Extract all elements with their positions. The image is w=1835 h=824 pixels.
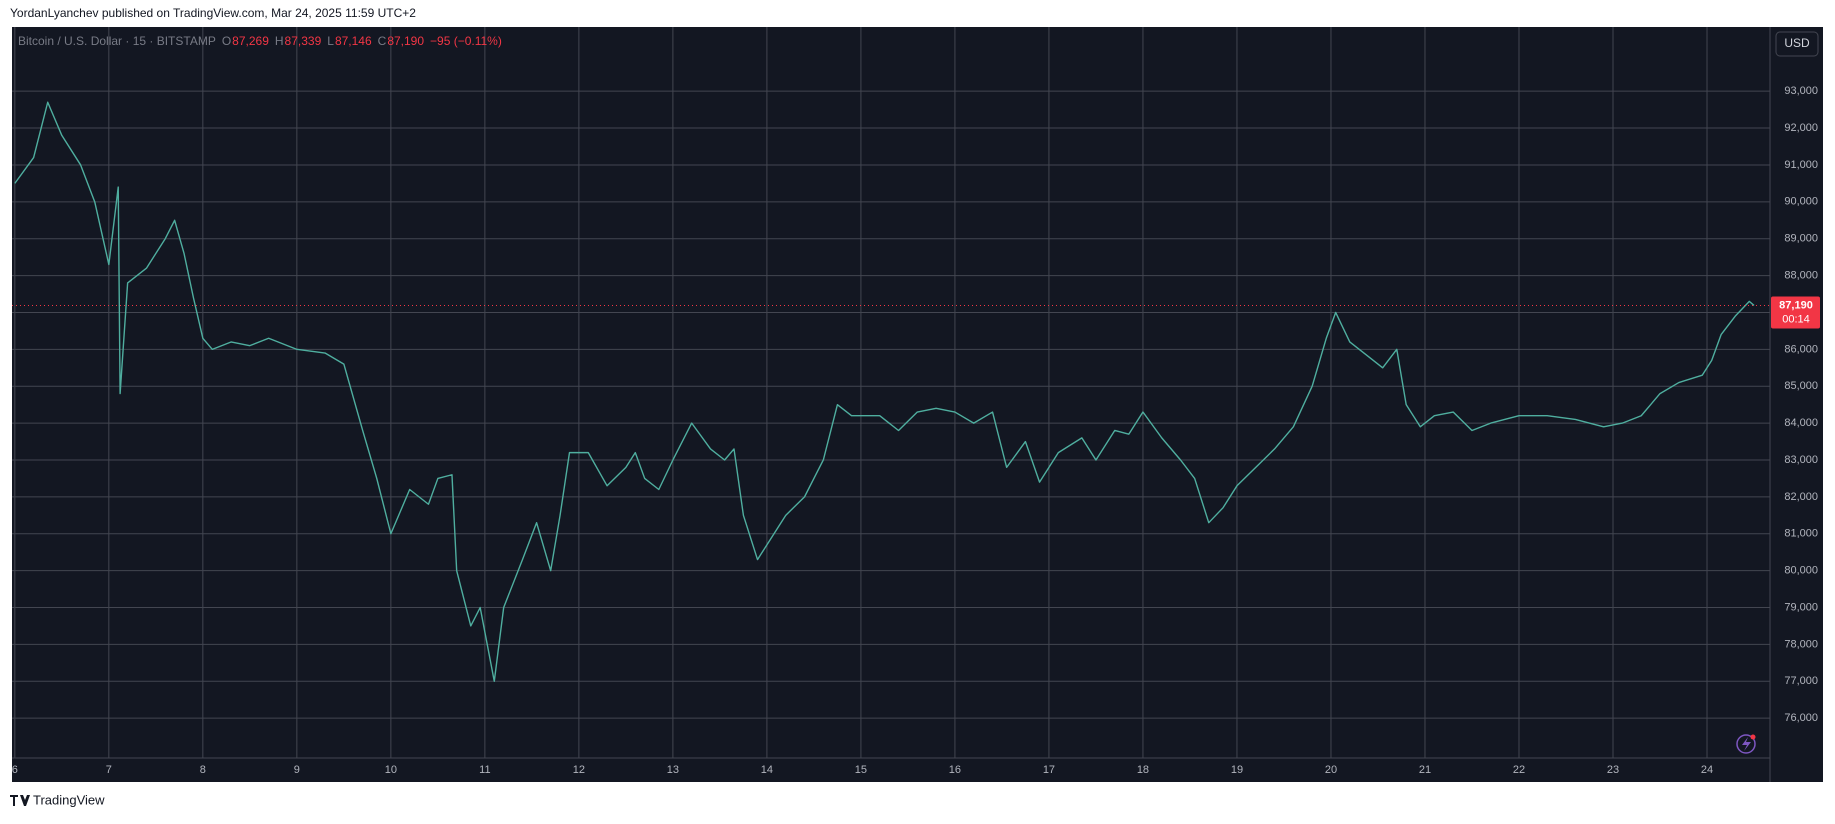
y-tick-label: 86,000 (1784, 343, 1818, 355)
x-tick-label: 16 (949, 764, 961, 776)
grid (12, 27, 1770, 758)
x-tick-label: 14 (761, 764, 773, 776)
x-tick-label: 7 (106, 764, 112, 776)
y-tick-label: 92,000 (1784, 122, 1818, 134)
y-tick-label: 81,000 (1784, 528, 1818, 540)
plot (12, 101, 1770, 682)
ohlc-value: 87,190 (387, 34, 424, 48)
x-tick-label: 8 (200, 764, 206, 776)
ohlc-key: L (327, 34, 334, 48)
ohlc-key: C (378, 34, 387, 48)
y-tick-label: 77,000 (1784, 675, 1818, 687)
x-tick-label: 19 (1231, 764, 1243, 776)
last-price-label: 87,190 (1779, 299, 1813, 311)
y-tick-label: 91,000 (1784, 159, 1818, 171)
currency-label[interactable]: USD (1784, 36, 1810, 50)
y-tick-label: 82,000 (1784, 491, 1818, 503)
y-tick-label: 84,000 (1784, 417, 1818, 429)
x-tick-label: 18 (1137, 764, 1149, 776)
y-tick-label: 78,000 (1784, 638, 1818, 650)
publisher-line: YordanLyanchev published on TradingView.… (10, 6, 416, 20)
x-tick-label: 13 (667, 764, 679, 776)
currency-button[interactable] (1775, 31, 1819, 57)
brand-logo (10, 795, 30, 806)
y-tick-label: 79,000 (1784, 601, 1818, 613)
ohlc-value: 87,339 (285, 34, 322, 48)
x-tick-label: 11 (479, 764, 490, 776)
x-tick-label: 10 (385, 764, 397, 776)
x-tick-label: 9 (294, 764, 300, 776)
ohlc-key: H (275, 34, 284, 48)
ohlc-value: 87,146 (335, 34, 372, 48)
y-tick-label: 88,000 (1784, 269, 1818, 281)
y-tick-label: 80,000 (1784, 565, 1818, 577)
countdown-label: 00:14 (1782, 313, 1810, 325)
y-tick-label: 90,000 (1784, 196, 1818, 208)
price-line (14, 101, 1755, 682)
y-tick-label: 83,000 (1784, 454, 1818, 466)
y-tick-label: 76,000 (1784, 712, 1818, 724)
x-tick-label: 17 (1043, 764, 1055, 776)
ohlc: O 87,269 H 87,339 L 87,146 C 87,190 −95 (−0.11%) (222, 34, 502, 48)
x-tick-label: 22 (1513, 764, 1525, 776)
ohlc-change: −95 (−0.11%) (430, 34, 502, 48)
y-tick-label: 89,000 (1784, 233, 1818, 245)
chart-background (12, 27, 1823, 782)
x-tick-label: 12 (573, 764, 585, 776)
symbol: Bitcoin / U.S. Dollar · 15 · BITSTAMP (18, 34, 216, 48)
ohlc-value: 87,269 (232, 34, 269, 48)
y-tick-label: 85,000 (1784, 380, 1818, 392)
y-tick-label: 93,000 (1784, 85, 1818, 97)
lightning-icon (1736, 734, 1756, 754)
x-tick-label: 6 (12, 764, 18, 776)
x-tick-label: 20 (1325, 764, 1337, 776)
x-tick-label: 24 (1701, 764, 1713, 776)
x-tick-label: 15 (855, 764, 867, 776)
brand-name: TradingView (33, 792, 105, 807)
last-price-box (1771, 296, 1820, 329)
x-tick-label: 21 (1419, 764, 1431, 776)
ohlc-key: O (222, 34, 231, 48)
x-tick-label: 23 (1607, 764, 1619, 776)
